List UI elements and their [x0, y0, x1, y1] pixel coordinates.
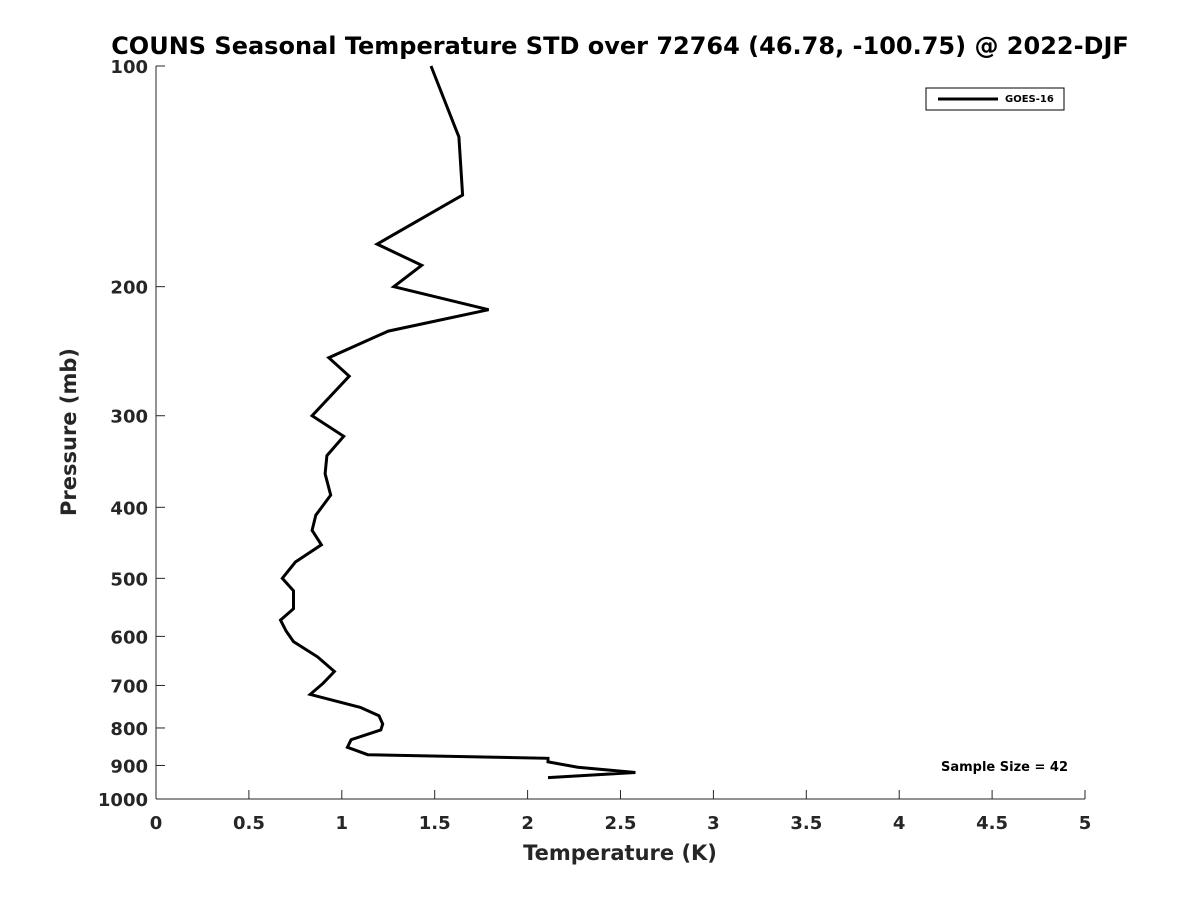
x-tick-label: 3 [707, 813, 720, 834]
x-tick-label: 1 [336, 813, 349, 834]
y-tick-label: 900 [110, 756, 148, 777]
x-tick-label: 5 [1079, 813, 1092, 834]
ticks: 0 0.5 1 1.5 2 2.5 3 3.5 4 4.5 5 100 200 300 400 500 600 7… [98, 57, 1091, 834]
x-tick-label: 3.5 [790, 813, 822, 834]
axes [155, 66, 1085, 800]
y-tick-label: 500 [110, 569, 148, 590]
y-tick-label: 400 [110, 498, 148, 519]
series-layer [278, 65, 636, 780]
x-axis-label: Temperature (K) [523, 841, 717, 865]
sample-size-annotation: Sample Size = 42 [941, 760, 1068, 775]
y-tick-label: 1000 [98, 790, 148, 811]
x-tick-label: 2 [521, 813, 534, 834]
chart-title: COUNS Seasonal Temperature STD over 7276… [111, 32, 1129, 60]
x-tick-label: 4 [893, 813, 906, 834]
series-line-goes-16 [278, 65, 636, 780]
y-tick-label: 800 [110, 719, 148, 740]
x-tick-label: 0.5 [233, 813, 265, 834]
x-tick-label: 0 [150, 813, 163, 834]
y-axis-label: Pressure (mb) [57, 348, 81, 516]
y-tick-label: 600 [110, 627, 148, 648]
y-tick-label: 100 [110, 57, 148, 78]
y-tick-label: 700 [110, 676, 148, 697]
x-tick-label: 4.5 [976, 813, 1008, 834]
legend: GOES-16 [925, 87, 1065, 111]
y-tick-label: 200 [110, 278, 148, 299]
x-tick-label: 2.5 [605, 813, 637, 834]
y-tick-label: 300 [110, 407, 148, 428]
legend-label: GOES-16 [1005, 94, 1054, 105]
x-tick-label: 1.5 [419, 813, 451, 834]
